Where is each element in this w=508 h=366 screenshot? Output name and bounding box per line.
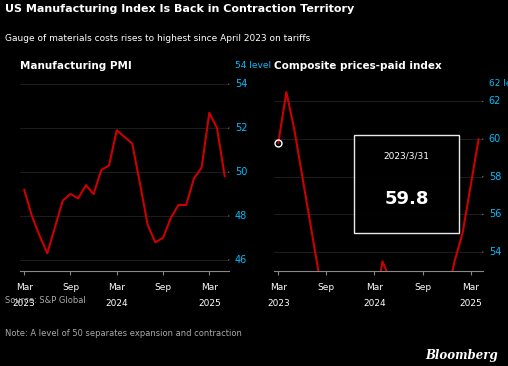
Text: 46: 46 <box>235 255 247 265</box>
Text: Sep: Sep <box>62 283 79 292</box>
Text: Sep: Sep <box>318 283 335 292</box>
Text: 2023/3/31: 2023/3/31 <box>384 152 429 161</box>
Text: 2024: 2024 <box>106 299 128 307</box>
Text: 2024: 2024 <box>363 299 386 307</box>
Text: 2023: 2023 <box>13 299 36 307</box>
Text: Composite prices-paid index: Composite prices-paid index <box>274 61 442 71</box>
Text: Mar: Mar <box>462 283 479 292</box>
Text: Mar: Mar <box>201 283 218 292</box>
Text: 62: 62 <box>489 96 501 107</box>
Text: Sep: Sep <box>414 283 431 292</box>
Text: 2025: 2025 <box>198 299 220 307</box>
Text: 54: 54 <box>489 247 501 257</box>
Text: 2023: 2023 <box>267 299 290 307</box>
Text: 60: 60 <box>489 134 501 144</box>
Text: Mar: Mar <box>366 283 383 292</box>
Text: Bloomberg: Bloomberg <box>425 349 498 362</box>
Text: 59.8: 59.8 <box>384 190 429 208</box>
Text: 56: 56 <box>489 209 501 219</box>
Text: 2025: 2025 <box>459 299 482 307</box>
Text: 58: 58 <box>489 172 501 182</box>
Text: Note: A level of 50 separates expansion and contraction: Note: A level of 50 separates expansion … <box>5 329 242 339</box>
FancyBboxPatch shape <box>355 135 459 233</box>
Text: Mar: Mar <box>108 283 125 292</box>
Text: 50: 50 <box>235 167 247 177</box>
Text: Gauge of materials costs rises to highest since April 2023 on tariffs: Gauge of materials costs rises to highes… <box>5 34 310 43</box>
Text: 54: 54 <box>235 79 247 89</box>
Text: Mar: Mar <box>270 283 287 292</box>
Text: 52: 52 <box>235 123 247 133</box>
Text: 54 level: 54 level <box>235 61 271 70</box>
Text: Sep: Sep <box>154 283 172 292</box>
Text: 62 level: 62 level <box>489 79 508 87</box>
Text: Manufacturing PMI: Manufacturing PMI <box>20 61 132 71</box>
Text: US Manufacturing Index Is Back in Contraction Territory: US Manufacturing Index Is Back in Contra… <box>5 4 355 14</box>
Text: Mar: Mar <box>16 283 33 292</box>
Text: Source: S&P Global: Source: S&P Global <box>5 296 86 306</box>
Text: 48: 48 <box>235 211 247 221</box>
